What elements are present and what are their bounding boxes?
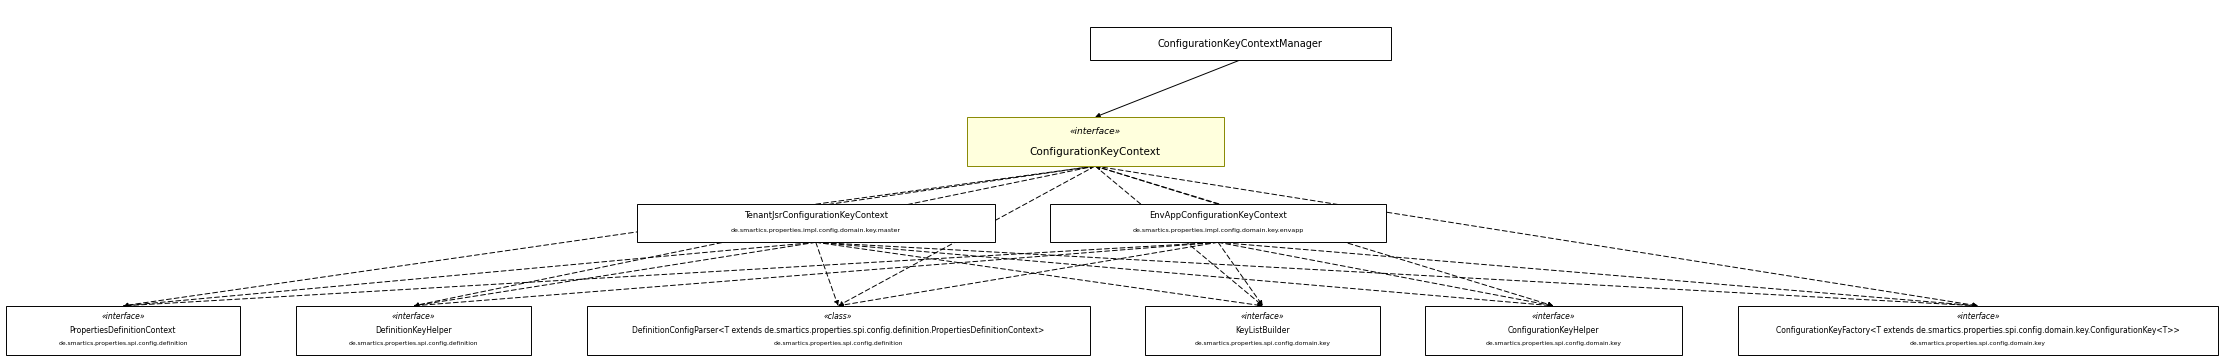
FancyBboxPatch shape — [586, 306, 1091, 355]
Text: de.smartics.properties.spi.config.domain.key: de.smartics.properties.spi.config.domain… — [1196, 341, 1330, 346]
FancyBboxPatch shape — [1739, 306, 2217, 355]
FancyBboxPatch shape — [295, 306, 532, 355]
Text: de.smartics.properties.spi.config.domain.key: de.smartics.properties.spi.config.domain… — [1911, 341, 2045, 346]
Text: «interface»: «interface» — [1956, 313, 2000, 321]
Text: ConfigurationKeyHelper: ConfigurationKeyHelper — [1509, 326, 1598, 335]
Text: de.smartics.properties.spi.config.definition: de.smartics.properties.spi.config.defini… — [349, 341, 478, 346]
Text: DefinitionConfigParser<T extends de.smartics.properties.spi.config.definition.Pr: DefinitionConfigParser<T extends de.smar… — [633, 326, 1044, 335]
Text: de.smartics.properties.impl.config.domain.key.envapp: de.smartics.properties.impl.config.domai… — [1133, 228, 1303, 233]
FancyBboxPatch shape — [1091, 27, 1390, 60]
Text: de.smartics.properties.impl.config.domain.key.master: de.smartics.properties.impl.config.domai… — [731, 228, 901, 233]
FancyBboxPatch shape — [968, 117, 1225, 166]
FancyBboxPatch shape — [7, 306, 241, 355]
Text: «class»: «class» — [825, 313, 852, 321]
FancyBboxPatch shape — [1050, 204, 1386, 242]
Text: ConfigurationKeyContextManager: ConfigurationKeyContextManager — [1158, 38, 1323, 49]
Text: ConfigurationKeyFactory<T extends de.smartics.properties.spi.config.domain.key.C: ConfigurationKeyFactory<T extends de.sma… — [1777, 326, 2179, 335]
Text: «interface»: «interface» — [101, 313, 145, 321]
Text: de.smartics.properties.spi.config.domain.key: de.smartics.properties.spi.config.domain… — [1486, 341, 1620, 346]
Text: ConfigurationKeyContext: ConfigurationKeyContext — [1030, 147, 1160, 157]
Text: de.smartics.properties.spi.config.definition: de.smartics.properties.spi.config.defini… — [58, 341, 188, 346]
Text: DefinitionKeyHelper: DefinitionKeyHelper — [375, 326, 451, 335]
Text: «interface»: «interface» — [391, 313, 436, 321]
FancyBboxPatch shape — [1426, 306, 1681, 355]
Text: TenantJsrConfigurationKeyContext: TenantJsrConfigurationKeyContext — [744, 211, 887, 220]
FancyBboxPatch shape — [1147, 306, 1381, 355]
Text: «interface»: «interface» — [1531, 313, 1576, 321]
FancyBboxPatch shape — [637, 204, 995, 242]
Text: EnvAppConfigurationKeyContext: EnvAppConfigurationKeyContext — [1149, 211, 1287, 220]
Text: «interface»: «interface» — [1240, 313, 1285, 321]
Text: «interface»: «interface» — [1071, 127, 1120, 136]
Text: KeyListBuilder: KeyListBuilder — [1236, 326, 1290, 335]
Text: de.smartics.properties.spi.config.definition: de.smartics.properties.spi.config.defini… — [773, 341, 903, 346]
Text: PropertiesDefinitionContext: PropertiesDefinitionContext — [69, 326, 177, 335]
